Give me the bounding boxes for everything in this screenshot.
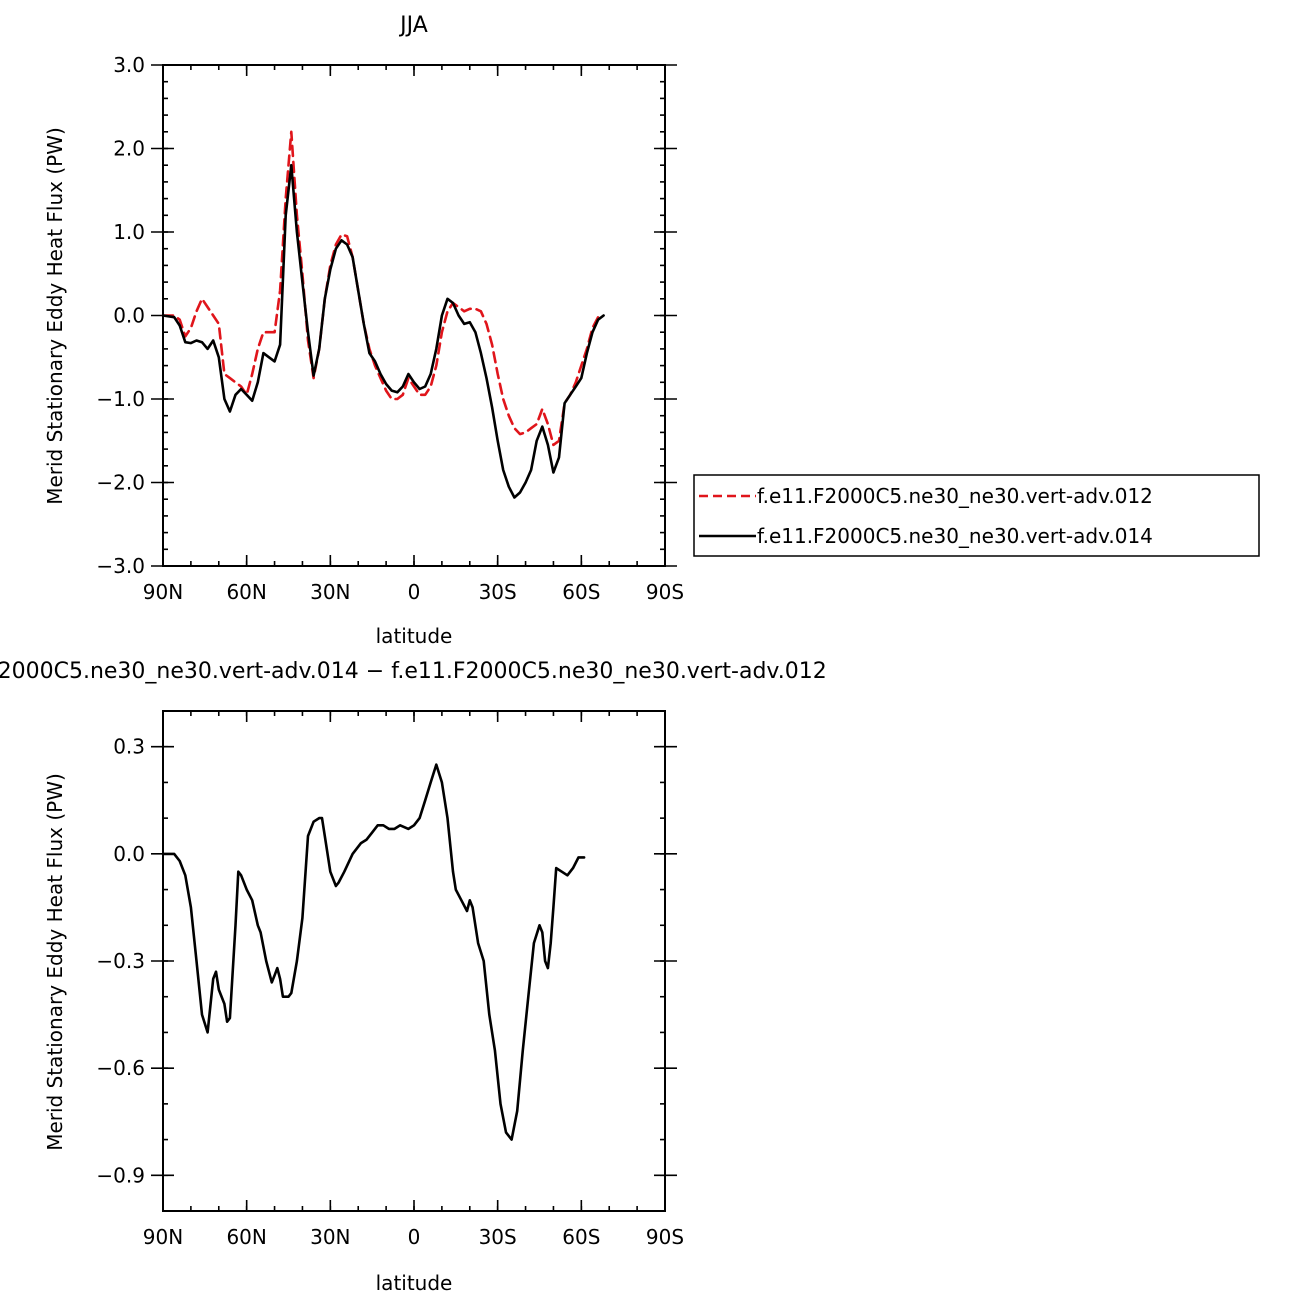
bottom-panel-frame <box>162 710 666 1212</box>
bottom-x-tick-label: 30S <box>479 1225 517 1249</box>
top-x-tick-label: 90S <box>646 580 684 604</box>
bottom-x-tick-label: 30N <box>310 1225 350 1249</box>
top-y-tick-label: 0.0 <box>113 304 145 328</box>
legend-label-012: f.e11.F2000C5.ne30_ne30.vert-adv.012 <box>757 484 1153 508</box>
top-panel-xlabel: latitude <box>376 624 453 648</box>
bottom-panel: f.e11.F2000C5.ne30_ne30.vert-adv.014 − f… <box>0 659 827 1295</box>
top-y-tick-label: −2.0 <box>96 471 145 495</box>
bottom-x-tick-label: 60N <box>226 1225 266 1249</box>
top-y-tick-label: −3.0 <box>96 554 145 578</box>
top-x-tick-label: 30N <box>310 580 350 604</box>
top-x-tick-label: 90N <box>143 580 183 604</box>
top-panel-frame <box>162 64 666 567</box>
bottom-x-tick-label: 0 <box>408 1225 421 1249</box>
bottom-y-tick-label: −0.3 <box>96 949 145 973</box>
top-panel-ylabel: Merid Stationary Eddy Heat Flux (PW) <box>43 127 67 505</box>
bottom-x-tick-label: 90S <box>646 1225 684 1249</box>
legend-box <box>693 474 1260 557</box>
top-series-line-1 <box>161 163 605 499</box>
top-y-tick-label: 3.0 <box>113 53 145 77</box>
bottom-panel-axes: 90N 60N 30N 0 30S 60S 90S −0.9 −0.6 −0.3 0.0 0.3 <box>96 710 684 1249</box>
top-panel-axes: 90N 60N 30N 0 30S 60S 90S −3.0 −2.0 −1.0 0.0 1.0 2.0… <box>96 53 684 604</box>
bottom-series-line-0 <box>161 763 586 1141</box>
bottom-y-tick-label: −0.6 <box>96 1056 145 1080</box>
bottom-y-tick-label: −0.9 <box>96 1163 145 1187</box>
bottom-panel-series <box>161 763 586 1141</box>
top-x-tick-label: 0 <box>408 580 421 604</box>
top-y-tick-label: 1.0 <box>113 220 145 244</box>
bottom-x-tick-label: 60S <box>562 1225 600 1249</box>
legend: f.e11.F2000C5.ne30_ne30.vert-adv.012 f.e… <box>693 474 1260 557</box>
top-x-tick-label: 60S <box>562 580 600 604</box>
bottom-panel-title: f.e11.F2000C5.ne30_ne30.vert-adv.014 − f… <box>0 659 827 684</box>
top-series-line-0 <box>161 130 605 447</box>
top-panel-title: JJA <box>398 13 428 38</box>
top-x-tick-label: 30S <box>479 580 517 604</box>
bottom-panel-xlabel: latitude <box>376 1271 453 1295</box>
top-x-tick-label: 60N <box>226 580 266 604</box>
top-y-tick-label: −1.0 <box>96 387 145 411</box>
top-y-tick-label: 2.0 <box>113 137 145 161</box>
bottom-y-tick-label: 0.0 <box>113 842 145 866</box>
legend-label-014: f.e11.F2000C5.ne30_ne30.vert-adv.014 <box>757 524 1153 548</box>
bottom-y-tick-label: 0.3 <box>113 735 145 759</box>
bottom-panel-ylabel: Merid Stationary Eddy Heat Flux (PW) <box>43 773 67 1151</box>
top-panel-series <box>161 130 605 499</box>
top-panel: JJA latitude Merid Stationary Eddy Heat … <box>43 13 684 648</box>
bottom-x-tick-label: 90N <box>143 1225 183 1249</box>
